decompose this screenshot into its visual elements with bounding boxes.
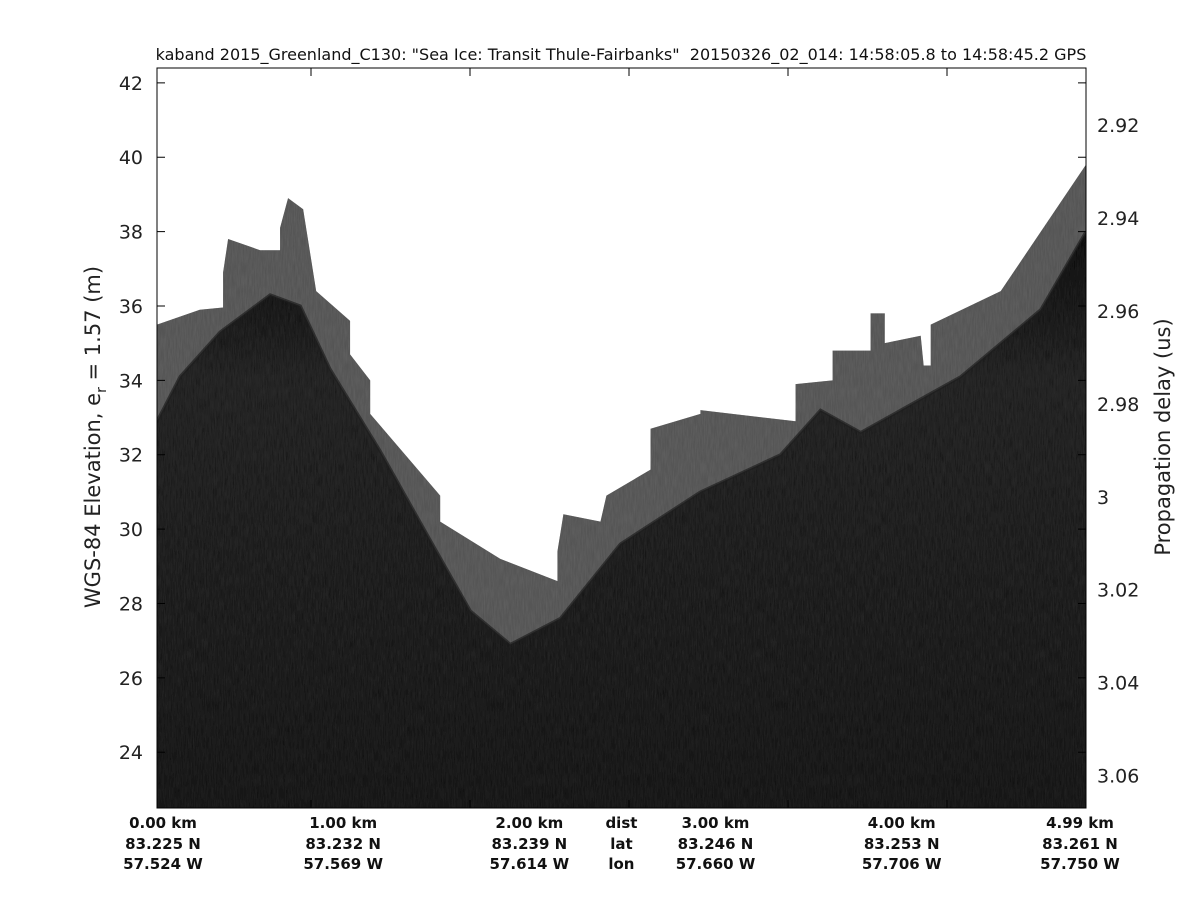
- x-label-lon: 57.524 W: [123, 855, 203, 873]
- y2-axis-label: Propagation delay (us): [1151, 318, 1175, 555]
- y2-tick-label: 3.06: [1097, 765, 1139, 787]
- y-tick-label: 32: [119, 445, 143, 467]
- x-label-lat: 83.261 N: [1042, 835, 1118, 853]
- y2-tick-label: 2.98: [1097, 394, 1139, 416]
- y2-tick-label: 3: [1097, 487, 1109, 509]
- x-label-dist: 2.00 km: [495, 814, 563, 832]
- y-tick-label: 38: [119, 222, 143, 244]
- y-tick-label: 24: [119, 742, 143, 764]
- x-label-lon: 57.614 W: [490, 855, 570, 873]
- x-label-dist: 1.00 km: [309, 814, 377, 832]
- radar-image: [157, 164, 1086, 808]
- x-label-lat: 83.239 N: [492, 835, 568, 853]
- x-label-dist: 3.00 km: [682, 814, 750, 832]
- y2-tick-label: 2.94: [1097, 208, 1139, 230]
- x-label-lon: 57.660 W: [676, 855, 756, 873]
- chart-title: kaband 2015_Greenland_C130: "Sea Ice: Tr…: [156, 45, 1087, 65]
- subsurface-region: [157, 231, 1086, 808]
- y2-tick-label: 3.02: [1097, 580, 1139, 602]
- surface-return-line: [157, 230, 1086, 647]
- y2-tick-label: 2.92: [1097, 115, 1139, 137]
- left-axis: 24 26 28 30 32 34 36 38 40 42: [119, 73, 1086, 764]
- y-tick-label: 30: [119, 519, 143, 541]
- x-label-lon: 57.569 W: [303, 855, 383, 873]
- right-axis: 2.92 2.94 2.96 2.98 3 3.02 3.04 3.06: [1097, 115, 1139, 787]
- bottom-axis: 0.00 km 83.225 N 57.524 W 1.00 km 83.232 N 57…: [123, 68, 1120, 873]
- y2-tick-label: 2.96: [1097, 301, 1139, 323]
- y-tick-label: 36: [119, 296, 143, 318]
- x-label-lon: 57.706 W: [862, 855, 942, 873]
- x-label-lat: 83.253 N: [864, 835, 940, 853]
- plot-frame: [156, 67, 1087, 809]
- x-label-dist: 4.00 km: [868, 814, 936, 832]
- row-name-dist: dist: [605, 814, 637, 832]
- y-tick-label: 26: [119, 668, 143, 690]
- x-label-lat: 83.246 N: [678, 835, 754, 853]
- x-label-dist: 4.99 km: [1046, 814, 1114, 832]
- row-name-lon: lon: [608, 855, 634, 873]
- y-tick-label: 42: [119, 73, 143, 95]
- x-label-lon: 57.750 W: [1040, 855, 1120, 873]
- x-label-lat: 83.232 N: [305, 835, 381, 853]
- y-tick-label: 28: [119, 593, 143, 615]
- x-label-dist: 0.00 km: [129, 814, 197, 832]
- y2-tick-label: 3.04: [1097, 673, 1139, 695]
- y-tick-label: 40: [119, 147, 143, 169]
- y-tick-label: 34: [119, 370, 143, 392]
- row-name-lat: lat: [610, 835, 632, 853]
- x-label-lat: 83.225 N: [125, 835, 201, 853]
- y-axis-label: WGS-84 Elevation, er = 1.57 (m): [81, 266, 110, 608]
